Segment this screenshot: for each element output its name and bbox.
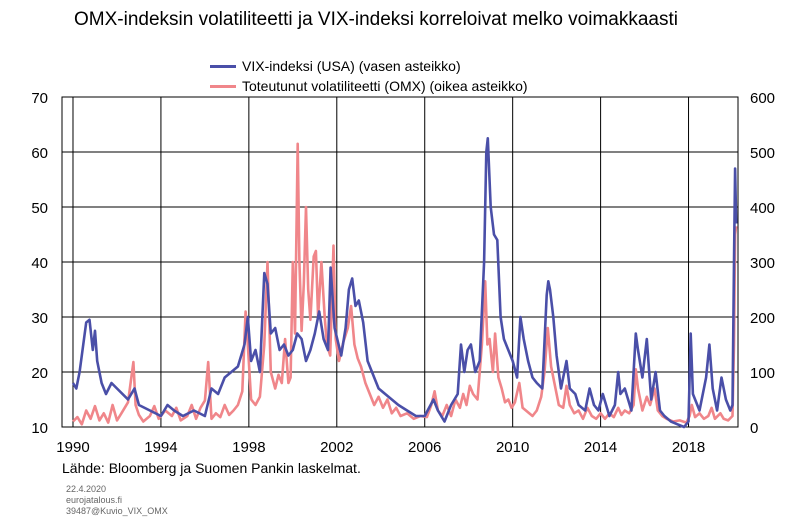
legend-label-vix: VIX-indeksi (USA) (vasen asteikko): [242, 58, 461, 74]
y-left-tick-label: 40: [31, 255, 48, 272]
y-left-tick-label: 50: [31, 200, 48, 217]
legend-swatch-omx: [210, 84, 236, 88]
chart-legend: VIX-indeksi (USA) (vasen asteikko) Toteu…: [210, 56, 528, 96]
x-tick-label: 2006: [408, 439, 441, 456]
series-line-omx: [72, 142, 738, 426]
x-tick-label: 2018: [672, 439, 705, 456]
y-left-tick-label: 20: [31, 365, 48, 382]
meta-code: 39487@Kuvio_VIX_OMX: [66, 506, 168, 516]
x-tick-label: 2002: [320, 439, 353, 456]
meta-date: 22.4.2020: [66, 484, 107, 494]
y-right-tick-label: 400: [750, 200, 775, 217]
y-right-tick-label: 100: [750, 365, 775, 382]
x-tick-label: 1998: [232, 439, 265, 456]
y-right-tick-label: 600: [750, 90, 775, 107]
source-note: Lähde: Bloomberg ja Suomen Pankin laskel…: [62, 460, 361, 476]
meta-site: eurojatalous.fi: [66, 495, 123, 505]
chart-title: OMX-indeksin volatiliteetti ja VIX-indek…: [74, 9, 679, 30]
y-left-tick-label: 30: [31, 310, 48, 327]
y-left-tick-label: 10: [31, 420, 48, 437]
x-tick-label: 2010: [496, 439, 529, 456]
legend-item-vix: VIX-indeksi (USA) (vasen asteikko): [210, 56, 528, 76]
legend-swatch-vix: [210, 64, 236, 68]
y-right-tick-label: 500: [750, 145, 775, 162]
legend-label-omx: Toteutunut volatiliteetti (OMX) (oikea a…: [242, 78, 528, 94]
y-left-tick-label: 70: [31, 90, 48, 107]
x-tick-label: 2014: [584, 439, 617, 456]
x-tick-label: 1990: [56, 439, 89, 456]
y-left-tick-label: 60: [31, 145, 48, 162]
y-right-tick-label: 200: [750, 310, 775, 327]
y-right-tick-label: 0: [750, 420, 758, 437]
legend-item-omx: Toteutunut volatiliteetti (OMX) (oikea a…: [210, 76, 528, 96]
x-tick-label: 1994: [144, 439, 177, 456]
y-right-tick-label: 300: [750, 255, 775, 272]
series-line-vix: [71, 137, 738, 429]
